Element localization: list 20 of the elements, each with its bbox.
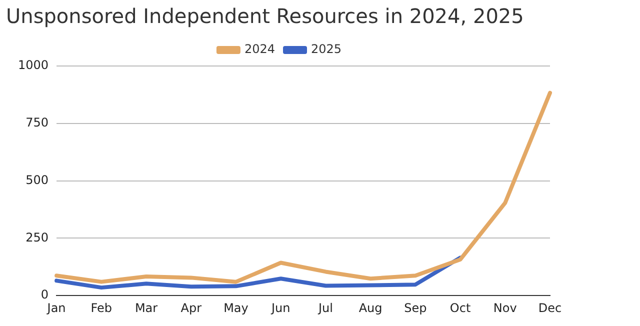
y-tick-label: 1000	[18, 58, 49, 72]
x-tick-label: Aug	[358, 300, 382, 315]
x-tick-label: Mar	[134, 300, 158, 315]
legend-label: 2024	[244, 42, 276, 56]
x-tick-label: Feb	[90, 300, 112, 315]
chart-title: Unsponsored Independent Resources in 2024, 2025	[6, 4, 524, 28]
legend-label: 2025	[311, 42, 342, 56]
x-tick-label: Jul	[317, 300, 333, 315]
x-tick-label: Apr	[180, 300, 202, 315]
x-tick-label: Oct	[450, 300, 471, 315]
y-tick-label: 500	[26, 172, 49, 187]
x-tick-label: Nov	[493, 300, 517, 315]
x-tick-label: Dec	[538, 300, 562, 315]
x-tick-label: Sep	[404, 300, 427, 315]
y-tick-label: 0	[40, 288, 49, 302]
y-tick-label: 250	[26, 230, 49, 244]
x-tick-label: May	[224, 300, 248, 315]
x-tick-label: Jun	[270, 300, 290, 315]
y-tick-label: 750	[26, 116, 49, 130]
x-tick-label: Jan	[46, 300, 66, 315]
